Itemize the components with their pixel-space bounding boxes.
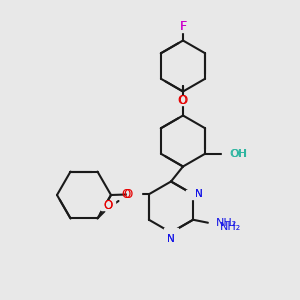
Text: O: O: [103, 199, 112, 212]
Text: O: O: [178, 94, 187, 107]
Text: N: N: [195, 189, 203, 199]
Text: N: N: [195, 189, 202, 199]
Text: OH: OH: [231, 149, 248, 159]
Bar: [176, 96, 190, 105]
Bar: [186, 190, 200, 199]
Bar: [127, 190, 141, 199]
Text: OH: OH: [229, 149, 246, 159]
Text: N: N: [167, 234, 175, 244]
Text: O: O: [123, 188, 132, 201]
Bar: [101, 201, 115, 210]
Text: F: F: [179, 20, 187, 34]
Text: F: F: [179, 20, 187, 34]
Text: O: O: [122, 188, 131, 201]
Text: O: O: [103, 199, 112, 212]
Text: O: O: [178, 94, 188, 107]
Bar: [164, 228, 178, 237]
Bar: [176, 22, 190, 32]
Text: N: N: [167, 234, 175, 244]
Bar: [222, 149, 236, 158]
Text: NH₂: NH₂: [220, 222, 241, 232]
Bar: [209, 218, 222, 227]
Text: NH₂: NH₂: [216, 218, 237, 228]
